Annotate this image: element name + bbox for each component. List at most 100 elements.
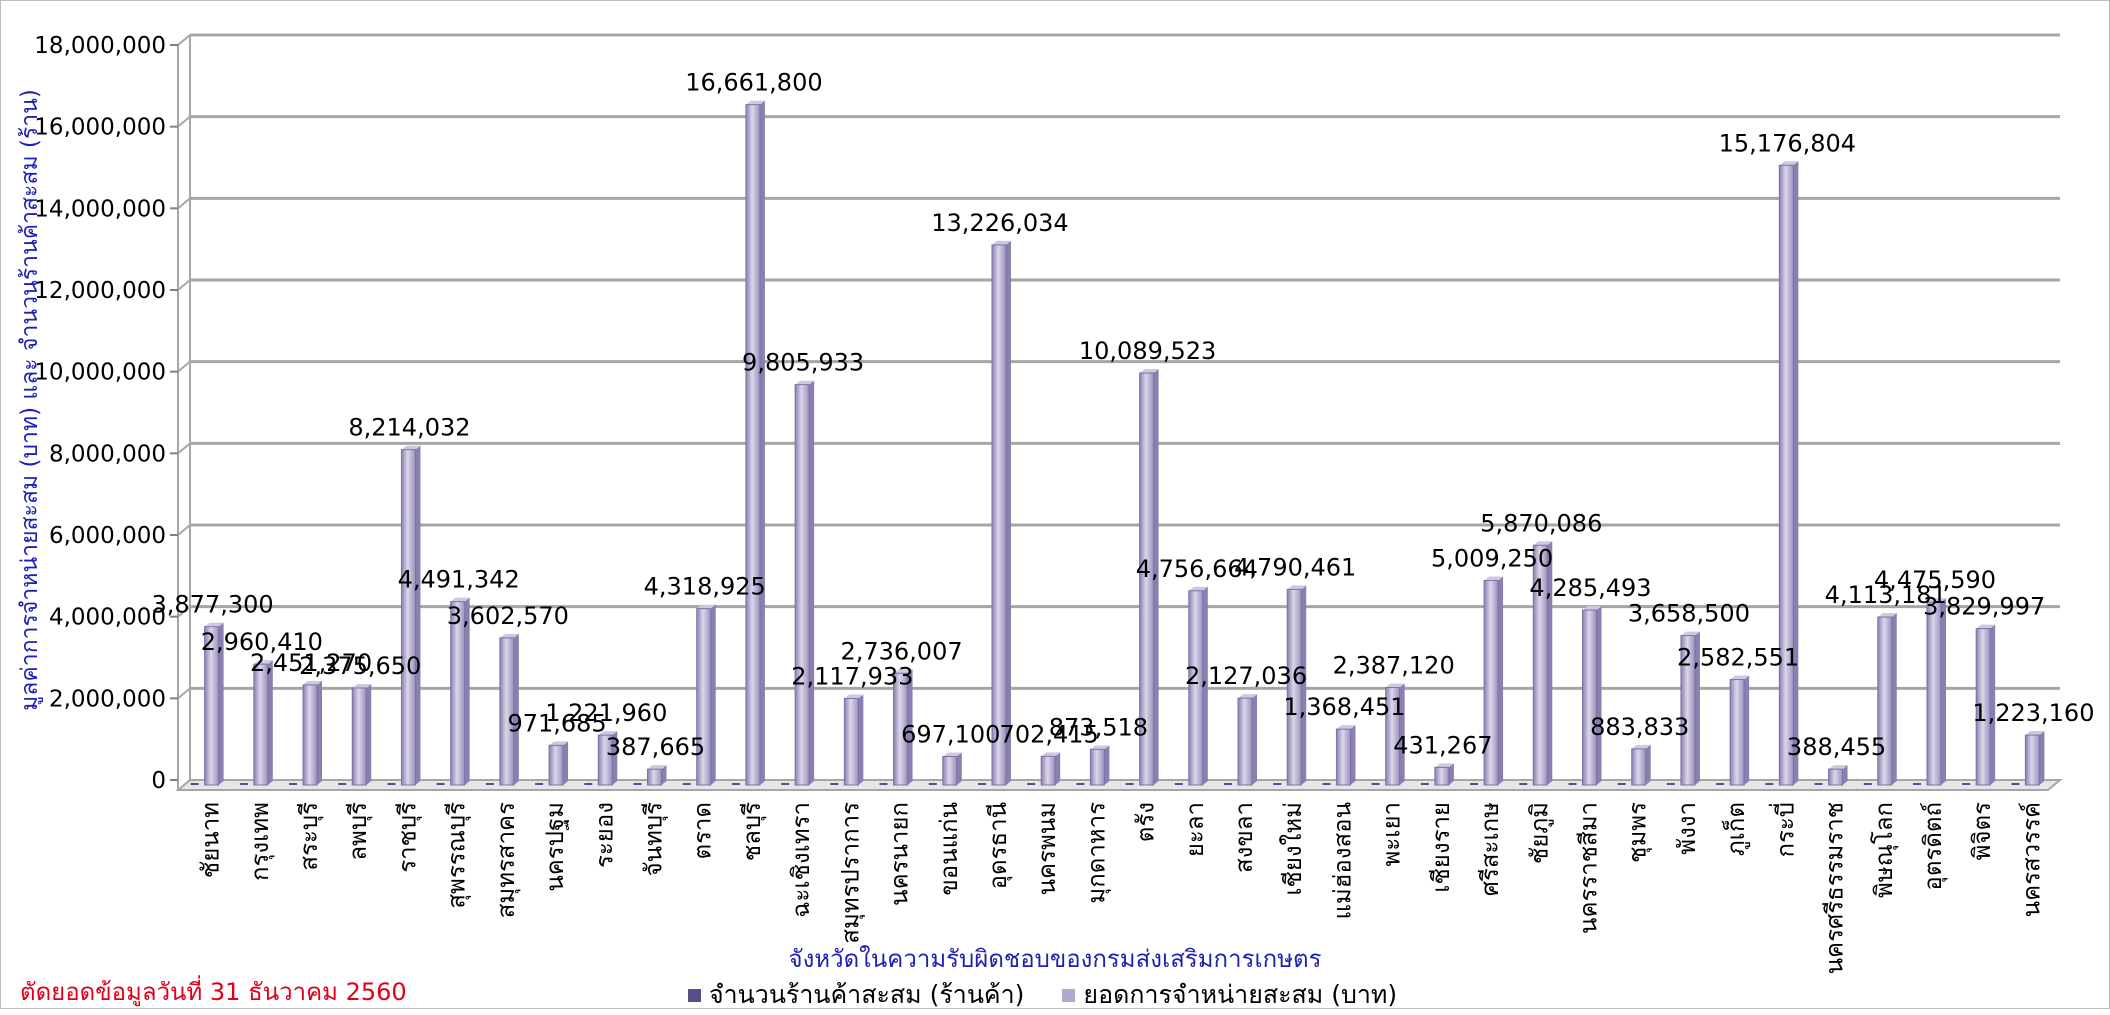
bar-sales-side-25: [1448, 763, 1454, 785]
gridline-side: [177, 115, 191, 128]
bar-sales-top-36: [1976, 624, 1996, 629]
bar-sales-27: [1532, 544, 1548, 786]
y-tick-label: 10,000,000: [34, 360, 166, 386]
data-label-16: 13,226,034: [931, 209, 1068, 237]
bar-stores-28: [1568, 783, 1577, 785]
bar-sales-20: [1188, 590, 1204, 786]
bar-sales-side-37: [2039, 731, 2045, 785]
bar-sales-15: [942, 756, 958, 786]
x-tick-label-11: ชลบุรี: [738, 802, 767, 861]
data-label-36: 3,829,997: [1923, 593, 2045, 621]
y-tick-label: 6,000,000: [49, 523, 166, 549]
bar-sales-34: [1877, 616, 1893, 786]
bar-sales-side-10: [710, 604, 716, 785]
bar-stores-30: [1666, 783, 1675, 785]
x-tick-label-34: พิษณุโลก: [1870, 802, 1899, 898]
gridline-side: [177, 360, 191, 373]
bar-sales-12: [794, 384, 810, 786]
x-tick-label-0: ชัยนาท: [197, 802, 225, 878]
legend-label-stores: จำนวนร้านค้าสะสม (ร้านค้า): [709, 980, 1025, 1009]
x-tick-label-9: จันทบุรี: [640, 802, 669, 877]
bar-stores-6: [485, 783, 494, 785]
bar-sales-side-20: [1202, 586, 1208, 785]
bar-sales-side-28: [1596, 606, 1602, 785]
bar-sales-top-10: [696, 604, 716, 609]
bar-sales-19: [1139, 372, 1155, 786]
x-tick-label-35: อุตรดิตถ์: [1919, 802, 1948, 891]
bar-sales-top-17: [1041, 752, 1061, 757]
gridline-side: [177, 605, 191, 618]
data-label-32: 15,176,804: [1719, 129, 1856, 157]
x-tick-label-31: ภูเก็ต: [1721, 802, 1751, 856]
bar-stores-7: [535, 783, 544, 785]
bar-sales-top-23: [1336, 725, 1356, 730]
bar-sales-top-32: [1779, 161, 1799, 166]
bar-stores-8: [584, 783, 593, 785]
bar-stores-32: [1765, 783, 1774, 785]
x-tick-label-29: ชุมพร: [1624, 802, 1653, 863]
bar-sales-top-34: [1877, 613, 1897, 618]
bar-stores-16: [977, 783, 986, 785]
x-axis-title: จังหวัดในความรับผิดชอบของกรมส่งเสริมการเ…: [789, 945, 1322, 973]
gridline-side: [177, 442, 191, 455]
legend-swatch-sales: [1062, 988, 1076, 1002]
bar-stores-5: [436, 783, 445, 785]
bar-sales-side-5: [464, 597, 470, 785]
bar-stores-26: [1470, 783, 1479, 785]
x-tick-label-5: สุพรรณบุรี: [443, 802, 472, 909]
bar-sales-30: [1680, 635, 1696, 786]
x-tick-label-21: สงขลา: [1230, 802, 1258, 873]
bar-sales-8: [597, 734, 613, 786]
data-label-20: 4,756,664: [1136, 555, 1258, 583]
bar-sales-side-36: [1990, 624, 1996, 785]
bar-sales-top-20: [1188, 586, 1208, 591]
data-label-33: 388,455: [1787, 733, 1886, 761]
bar-sales-side-30: [1694, 631, 1700, 785]
bar-sales-37: [2024, 734, 2040, 786]
bar-sales-36: [1975, 628, 1991, 786]
gridline-side: [177, 279, 191, 291]
bar-sales-top-7: [549, 741, 569, 746]
x-tick-labels: ชัยนาท กรุงเทพ สระบุรี ลพบุรี ราชบุรี สุพรรณบ…: [197, 802, 2046, 975]
y-tick-label: 8,000,000: [49, 441, 166, 467]
y-tick-label: 14,000,000: [34, 196, 166, 222]
bar-sales-35: [1926, 601, 1942, 786]
bar-sales-side-21: [1252, 694, 1258, 785]
bar-sales-top-33: [1828, 765, 1848, 770]
data-label-24: 2,387,120: [1333, 652, 1455, 680]
x-tick-label-25: เชียงราย: [1427, 802, 1455, 893]
bar-sales-top-15: [942, 752, 962, 757]
y-tick-label: 16,000,000: [34, 115, 166, 141]
bar-sales-10: [696, 608, 712, 786]
bar-stores-12: [781, 783, 790, 785]
bar-stores-19: [1125, 783, 1134, 785]
x-tick-label-19: ตรัง: [1132, 802, 1160, 842]
bar-stores-33: [1814, 783, 1823, 785]
data-label-13: 2,117,933: [791, 663, 913, 691]
bar-sales-top-4: [401, 445, 421, 450]
bar-stores-20: [1174, 783, 1183, 785]
bar-sales-top-0: [204, 622, 224, 627]
bar-sales-top-29: [1631, 744, 1651, 749]
bar-sales-top-3: [352, 683, 372, 688]
bar-sales-top-13: [844, 694, 864, 699]
bar-sales-side-13: [858, 694, 864, 785]
legend-item-sales: ยอดการจำหน่ายสะสม (บาท): [1062, 975, 1397, 1015]
y-tick-label: 12,000,000: [34, 278, 166, 304]
bar-stores-10: [682, 783, 691, 785]
bar-sales-side-33: [1842, 765, 1848, 785]
bar-sales-top-12: [795, 380, 815, 385]
bar-sales-top-21: [1238, 694, 1258, 699]
bar-sales-21: [1237, 697, 1253, 786]
data-label-14: 2,736,007: [840, 637, 962, 665]
x-tick-label-4: ราชบุรี: [393, 802, 422, 873]
bar-stores-2: [289, 783, 298, 785]
bar-stores-9: [633, 783, 642, 785]
bar-sales-side-29: [1645, 744, 1651, 785]
data-label-25: 431,267: [1393, 731, 1492, 759]
x-tick-label-2: สระบุรี: [295, 802, 324, 871]
x-tick-label-24: พะเยา: [1378, 802, 1406, 866]
bar-stores-15: [928, 783, 937, 785]
data-label-3: 2,375,650: [299, 652, 421, 680]
data-cutoff-note: ตัดยอดข้อมูลวันที่ 31 ธันวาคม 2560: [20, 978, 407, 1006]
